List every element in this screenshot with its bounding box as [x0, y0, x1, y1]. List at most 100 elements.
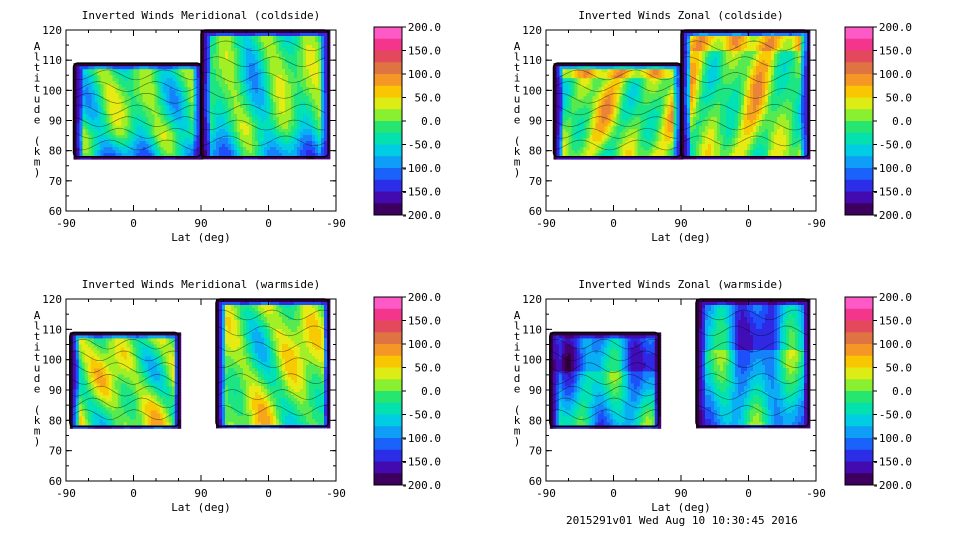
colorbar-band	[845, 203, 873, 216]
contour-line	[695, 325, 809, 337]
x-tick-label: 90	[194, 487, 207, 500]
colorbar-band	[374, 297, 402, 310]
colorbar-band	[374, 391, 402, 404]
colorbar-band	[374, 191, 402, 204]
colorbar-tick-label: 50.0	[886, 362, 913, 375]
contour-line	[73, 139, 198, 151]
contour-line	[69, 409, 178, 420]
contour-line	[553, 116, 678, 127]
colorbar-band	[845, 402, 873, 415]
x-tick-label: -90	[56, 487, 76, 500]
y-tick-label: 80	[49, 414, 62, 427]
contour-line	[549, 385, 658, 397]
colorbar-band	[845, 355, 873, 368]
y-tick-label: 120	[522, 293, 542, 306]
colorbar-band	[845, 297, 873, 310]
colorbar-band	[374, 438, 402, 451]
x-tick-label: 90	[674, 217, 687, 230]
y-tick-label: 80	[529, 414, 542, 427]
colorbar-band	[374, 109, 402, 122]
colorbar-tick-label: 50.0	[415, 92, 442, 105]
colorbar-band	[374, 449, 402, 462]
colorbar-band	[374, 414, 402, 427]
contour-line	[549, 409, 658, 420]
y-tick-label: 120	[42, 24, 62, 37]
x-axis-label: Lat (deg)	[651, 501, 711, 514]
x-tick-label: 90	[674, 487, 687, 500]
x-tick-label: 0	[130, 487, 137, 500]
colorbar-band	[845, 191, 873, 204]
colorbar-tick-label: -50.0	[879, 139, 912, 152]
colorbar-tick-label: -50.0	[408, 409, 441, 422]
colorbar-band	[374, 97, 402, 110]
colorbar-band	[374, 320, 402, 333]
contour-line	[215, 389, 329, 400]
contour-line	[680, 119, 806, 131]
y-tick-label: 70	[529, 175, 542, 188]
colorbar-band	[845, 449, 873, 462]
colorbar-band	[374, 179, 402, 192]
colorbar-band	[845, 62, 873, 75]
data-region-2	[695, 298, 811, 429]
colorbar-band	[374, 308, 402, 321]
contour-line	[200, 88, 326, 99]
x-axis-label: Lat (deg)	[651, 231, 711, 244]
colorbar-tick-label: 100.0	[408, 338, 441, 351]
contour-line	[215, 309, 329, 321]
colorbar-band	[374, 62, 402, 75]
colorbar-band	[374, 27, 402, 40]
x-tick-label: -90	[326, 487, 346, 500]
colorbar-band	[845, 27, 873, 40]
chart-title: Inverted Winds Meridional (coldside)	[82, 9, 320, 22]
colorbar-tick-label: -150.0	[872, 186, 912, 199]
colorbar-tick-label: -150.0	[401, 186, 441, 199]
contour-line	[695, 309, 809, 321]
y-tick-label: 60	[49, 475, 62, 488]
y-tick-label: 110	[522, 323, 542, 336]
x-axis-label: Lat (deg)	[171, 231, 231, 244]
x-tick-label: 0	[265, 217, 272, 230]
colorbar-band	[845, 473, 873, 486]
contour-line	[549, 374, 658, 385]
y-tick-label: 90	[49, 115, 62, 128]
x-tick-label: 90	[194, 217, 207, 230]
y-tick-label: 100	[42, 354, 62, 367]
colorbar-tick-label: 150.0	[408, 315, 441, 328]
contour-line	[200, 56, 326, 68]
colorbar-band	[374, 203, 402, 216]
contour-line	[215, 325, 329, 337]
y-tick-label: 100	[42, 84, 62, 97]
contour-line	[215, 373, 329, 384]
footer-timestamp: 2015291v01 Wed Aug 10 10:30:45 2016	[566, 514, 798, 527]
contour-line	[553, 81, 678, 92]
contour-line	[200, 135, 326, 147]
x-tick-label: -90	[56, 217, 76, 230]
contour-line	[549, 362, 658, 373]
colorbar-tick-label: 100.0	[408, 68, 441, 81]
colorbar-tick-label: -100.0	[401, 162, 441, 175]
colorbar-band	[845, 109, 873, 122]
colorbar-band	[845, 179, 873, 192]
x-tick-label: -90	[536, 487, 556, 500]
data-region-1	[552, 62, 683, 160]
colorbar-band	[374, 379, 402, 392]
contour-line	[553, 127, 678, 139]
y-tick-label: 110	[42, 323, 62, 336]
colorbar-band	[374, 473, 402, 486]
contour-line	[680, 40, 806, 52]
colorbar-band	[845, 426, 873, 439]
contour-line	[553, 69, 678, 81]
chart-title: Inverted Winds Zonal (coldside)	[578, 9, 783, 22]
colorbar-tick-label: 200.0	[879, 291, 912, 304]
colorbar-tick-label: 200.0	[408, 291, 441, 304]
colorbar-tick-label: 0.0	[892, 115, 912, 128]
colorbar-band	[845, 50, 873, 63]
contour-line	[69, 338, 178, 350]
colorbar-band	[845, 144, 873, 157]
colorbar-band	[845, 132, 873, 145]
data-region-2	[680, 29, 811, 160]
